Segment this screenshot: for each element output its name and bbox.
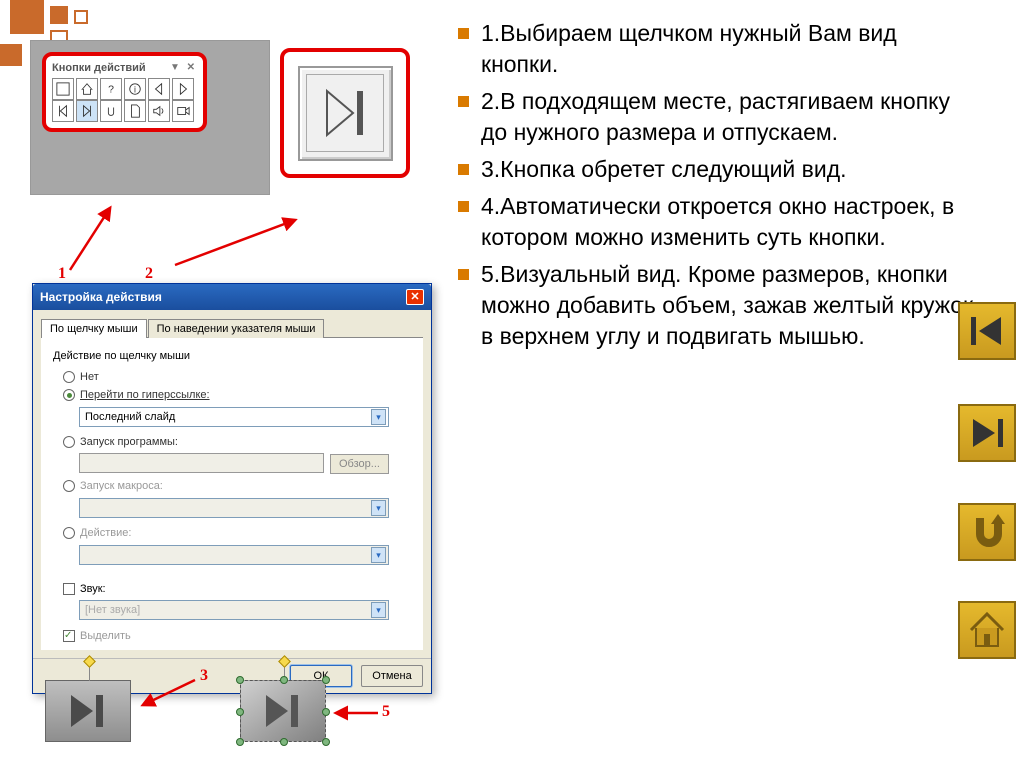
- program-input: [79, 453, 324, 473]
- bullet-icon: [458, 28, 469, 39]
- bullet-icon: [458, 269, 469, 280]
- toolbar-title: Кнопки действий: [52, 62, 146, 74]
- actionbtn-home[interactable]: [76, 78, 98, 100]
- highlight-checkbox: [63, 630, 75, 642]
- actionbtn-movie[interactable]: [172, 100, 194, 122]
- actionbtn-first[interactable]: [52, 100, 74, 122]
- radio-none-label: Нет: [80, 371, 99, 383]
- placed-button-preview: [280, 48, 410, 178]
- marker-2: 2: [145, 265, 153, 283]
- action-buttons-toolbar: Кнопки действий ▼ ✕ ? i: [42, 52, 207, 132]
- actionbtn-help[interactable]: ?: [100, 78, 122, 100]
- nav-home-button[interactable]: [958, 601, 1016, 659]
- actionbtn-return[interactable]: [100, 100, 122, 122]
- sound-label: Звук:: [80, 583, 106, 595]
- dialog-close-button[interactable]: ✕: [406, 289, 424, 305]
- bullet-icon: [458, 201, 469, 212]
- nav-return-button[interactable]: [958, 503, 1016, 561]
- button3d-bevel[interactable]: [240, 680, 326, 742]
- group-label: Действие по щелчку мыши: [51, 346, 413, 368]
- highlight-label: Выделить: [80, 630, 131, 642]
- radio-action: [63, 527, 75, 539]
- step-text: 3.Кнопка обретет следующий вид.: [481, 154, 978, 185]
- hyperlink-select[interactable]: Последний слайд ▾: [79, 407, 389, 427]
- sound-checkbox[interactable]: [63, 583, 75, 595]
- forward-end-icon: [315, 83, 375, 143]
- toolbar-handle-icons: ▼ ✕: [170, 62, 197, 74]
- actionbtn-next[interactable]: [172, 78, 194, 100]
- radio-macro: [63, 480, 75, 492]
- marker-1: 1: [58, 265, 66, 283]
- actionbtn-last[interactable]: [76, 100, 98, 122]
- radio-program[interactable]: [63, 436, 75, 448]
- actionbtn-prev[interactable]: [148, 78, 170, 100]
- marker-5: 5: [382, 703, 390, 721]
- tab-click[interactable]: По щелчку мыши: [41, 319, 147, 338]
- radio-macro-label: Запуск макроса:: [80, 480, 163, 492]
- marker-3: 3: [200, 667, 208, 685]
- tab-hover[interactable]: По наведении указателя мыши: [148, 319, 325, 338]
- browse-button[interactable]: Обзор...: [330, 454, 389, 474]
- radio-program-label: Запуск программы:: [80, 436, 178, 448]
- step-text: 2.В подходящем месте, растягиваем кнопку…: [481, 86, 978, 148]
- radio-none[interactable]: [63, 371, 75, 383]
- sound-value: [Нет звука]: [85, 604, 140, 616]
- nav-prev-button[interactable]: [958, 302, 1016, 360]
- svg-text:i: i: [134, 85, 136, 95]
- svg-text:?: ?: [108, 84, 114, 96]
- actionbtn-document[interactable]: [124, 100, 146, 122]
- dropdown-icon: ▾: [371, 409, 386, 425]
- actionbtn-info[interactable]: i: [124, 78, 146, 100]
- step-text: 4.Автоматически откроется окно настроек,…: [481, 191, 978, 253]
- actionbtn-blank[interactable]: [52, 78, 74, 100]
- dialog-title: Настройка действия: [40, 290, 162, 304]
- step-text: 1.Выбираем щелчком нужный Вам вид кнопки…: [481, 18, 978, 80]
- radio-hyperlink-label: Перейти по гиперссылке:: [80, 389, 210, 401]
- button3d-flat[interactable]: [45, 680, 131, 742]
- macro-select: ▾: [79, 498, 389, 518]
- radio-hyperlink[interactable]: [63, 389, 75, 401]
- radio-action-label: Действие:: [80, 527, 131, 539]
- steps-list: 1.Выбираем щелчком нужный Вам вид кнопки…: [458, 18, 978, 358]
- actionbtn-sound[interactable]: [148, 100, 170, 122]
- step-text: 5.Визуальный вид. Кроме размеров, кнопки…: [481, 259, 978, 352]
- hyperlink-value: Последний слайд: [85, 411, 175, 423]
- action-select: ▾: [79, 545, 389, 565]
- bullet-icon: [458, 164, 469, 175]
- bullet-icon: [458, 96, 469, 107]
- sound-select: [Нет звука]▾: [79, 600, 389, 620]
- action-settings-dialog: Настройка действия ✕ По щелчку мыши По н…: [32, 283, 432, 694]
- nav-next-button[interactable]: [958, 404, 1016, 462]
